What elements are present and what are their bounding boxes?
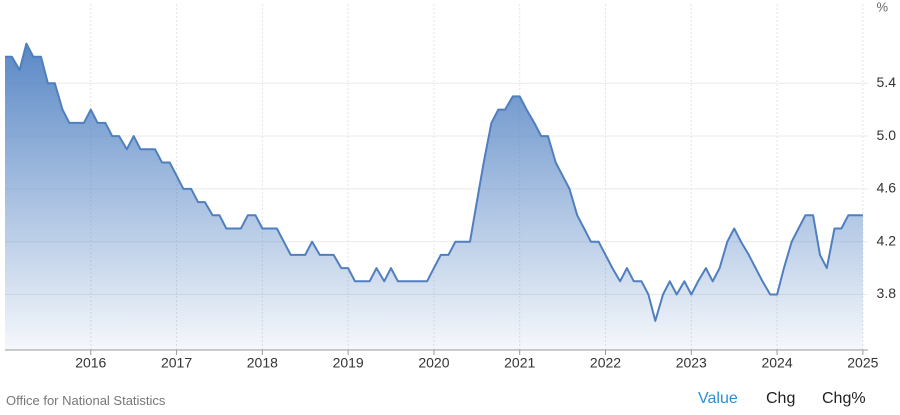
y-tick-label: 5.0 — [877, 127, 897, 143]
x-tick-label: 2016 — [75, 355, 106, 371]
chart: % 3.8 4.2 4.6 5.0 5.4 2016 2017 2018 2019 2020 202… — [5, 0, 897, 371]
value-tab[interactable]: Value — [698, 390, 738, 407]
y-tick-label: 5.4 — [877, 74, 897, 90]
x-tick-label: 2019 — [333, 355, 364, 371]
x-tick-label: 2017 — [161, 355, 192, 371]
x-tick-label: 2022 — [590, 355, 621, 371]
chg-pct-tab[interactable]: Chg% — [822, 390, 866, 407]
line — [5, 42, 863, 322]
chg-tab[interactable]: Chg — [766, 390, 796, 407]
area-fill — [5, 43, 863, 350]
x-tick-label: 2020 — [418, 355, 449, 371]
x-tick-label: 2024 — [761, 355, 792, 371]
x-tick-label: 2023 — [676, 355, 707, 371]
source: Office for National Statistics — [6, 393, 166, 408]
unit-label: % — [876, 0, 888, 14]
y-tick-label: 4.6 — [877, 180, 897, 196]
x-tick-label: 2018 — [247, 355, 278, 371]
y-tick-label: 4.2 — [877, 232, 897, 248]
y-tick-label: 3.8 — [877, 285, 897, 301]
x-tick-label: 2021 — [504, 355, 535, 371]
x-tick-label: 2025 — [847, 355, 878, 371]
